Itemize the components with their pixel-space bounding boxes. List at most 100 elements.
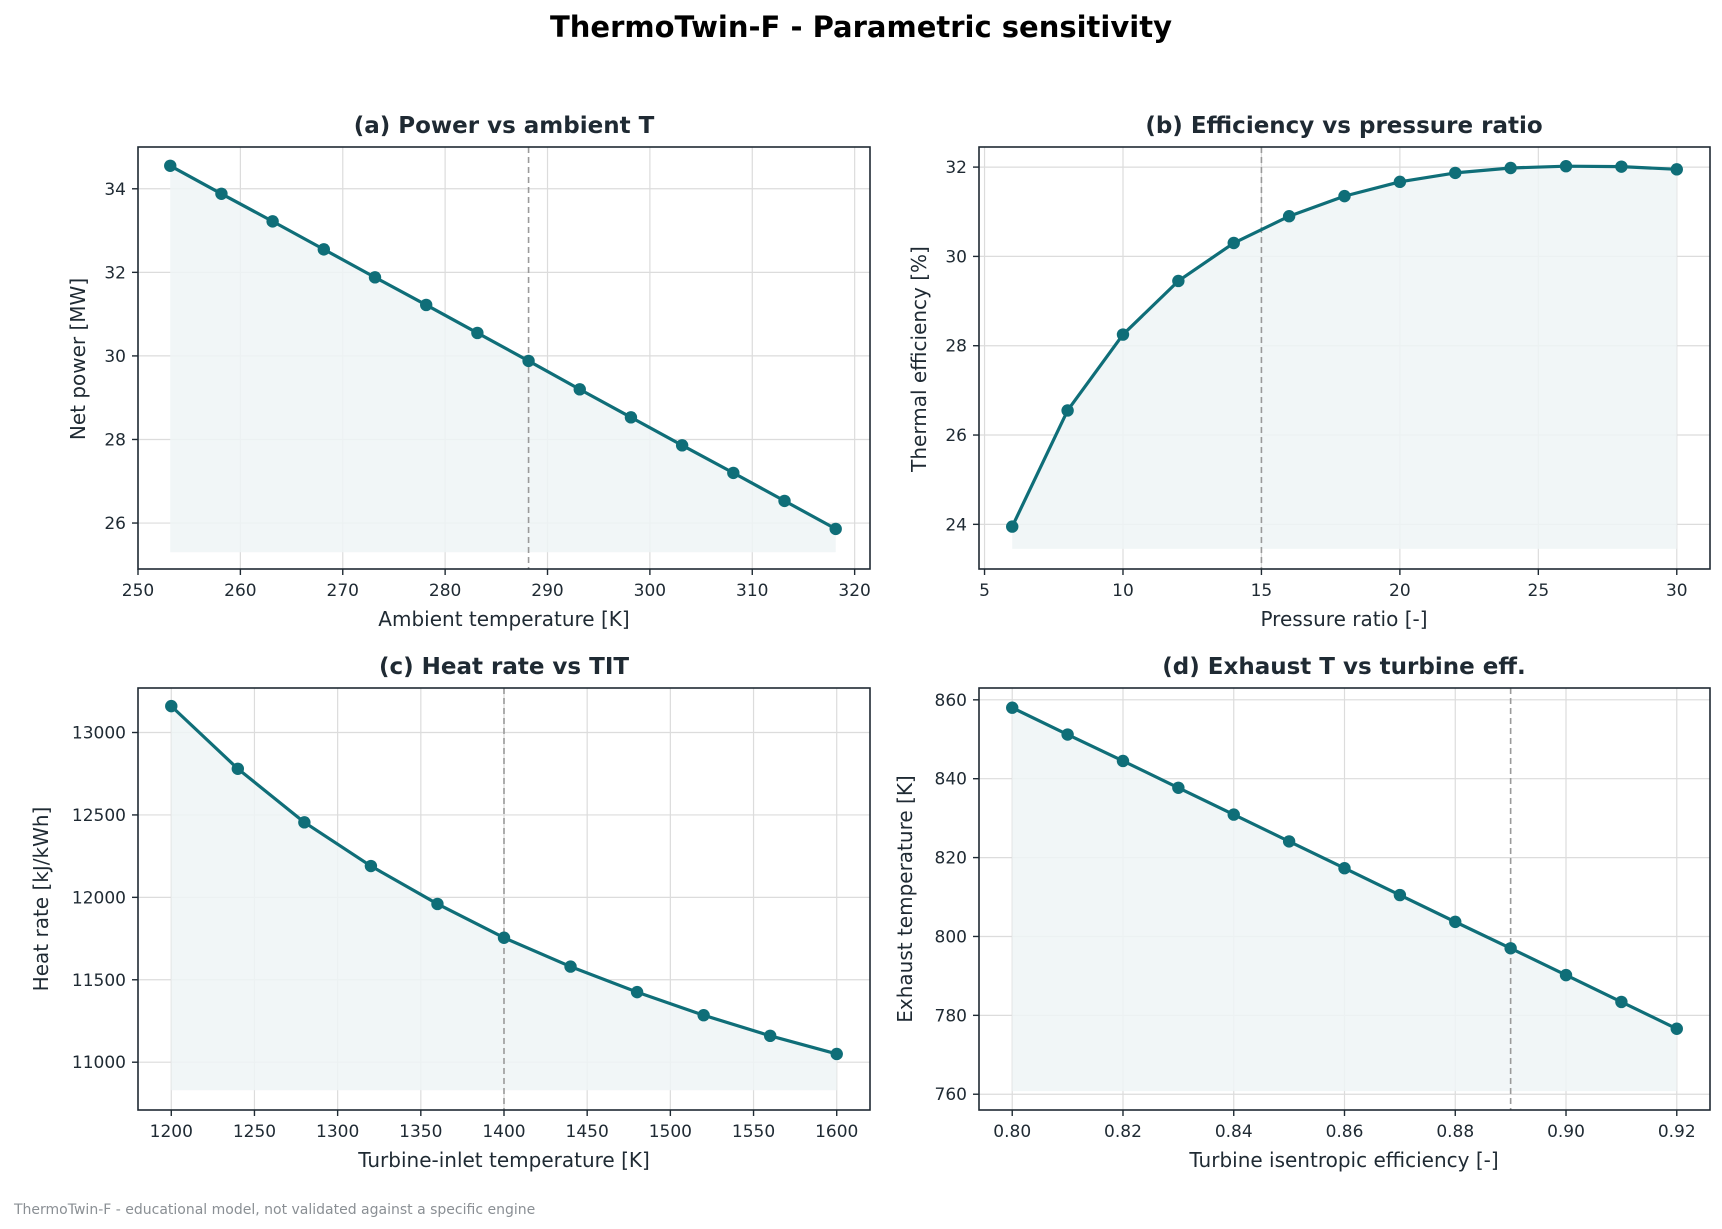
chart-a-point-1 xyxy=(215,187,228,200)
chart-d-xtick-label-1: 0.82 xyxy=(1104,1122,1142,1142)
chart-b-xtick-label-5: 30 xyxy=(1666,581,1688,601)
chart-a-point-0 xyxy=(164,159,177,173)
chart-a-series-line xyxy=(169,164,837,531)
chart-a-ytick-label-1: 28 xyxy=(104,430,126,450)
chart-c-xtick-label-5: 1450 xyxy=(566,1122,609,1142)
chart-b-xtick-label-3: 20 xyxy=(1389,581,1411,601)
chart-c-point-9 xyxy=(763,1029,777,1043)
chart-d-title: (d) Exhaust T vs turbine eff. xyxy=(1162,654,1525,680)
chart-b-point-4 xyxy=(1227,236,1240,250)
chart-a-point-4 xyxy=(368,271,382,284)
chart-c-ytick-label-4: 13000 xyxy=(72,724,126,744)
chart-c-point-3 xyxy=(364,859,378,873)
chart-b-ytick-label-3: 30 xyxy=(945,247,967,267)
footer-note: ThermoTwin-F - educational model, not va… xyxy=(13,1202,535,1218)
chart-b-point-6 xyxy=(1338,189,1351,203)
chart-c-xtick-label-0: 1200 xyxy=(150,1122,193,1142)
chart-d-xlabel: Turbine isentropic efficiency [-] xyxy=(1188,1148,1498,1172)
chart-a-xtick-label-0: 250 xyxy=(122,581,154,601)
chart-c-xtick-label-2: 1300 xyxy=(316,1122,359,1142)
chart-d-xtick-label-5: 0.90 xyxy=(1547,1122,1585,1142)
chart-a-xtick-label-1: 260 xyxy=(224,581,256,601)
chart-b-point-9 xyxy=(1504,161,1517,175)
chart-d-point-2 xyxy=(1116,754,1130,768)
chart-a-point-5 xyxy=(419,298,433,312)
chart-d-xtick-label-3: 0.86 xyxy=(1326,1122,1364,1142)
chart-c-xtick-label-8: 1600 xyxy=(815,1122,858,1142)
chart-d-point-4 xyxy=(1227,808,1240,821)
chart-b-ylabel: Thermal efficiency [%] xyxy=(907,246,931,473)
chart-d-point-12 xyxy=(1670,1022,1683,1035)
chart-c-point-7 xyxy=(630,985,644,999)
chart-a-ytick-label-2: 30 xyxy=(104,347,126,367)
chart-b-ytick-label-1: 26 xyxy=(945,426,967,446)
chart-b-xtick-label-0: 5 xyxy=(979,581,990,601)
chart-d-xtick-label-4: 0.88 xyxy=(1436,1122,1474,1142)
chart-d-point-5 xyxy=(1282,835,1296,848)
chart-d-point-1 xyxy=(1061,728,1074,741)
chart-d-point-10 xyxy=(1559,968,1573,982)
chart-c-point-6 xyxy=(564,960,577,973)
chart-b-point-8 xyxy=(1449,166,1462,180)
chart-d-point-7 xyxy=(1393,888,1407,902)
figure-title: ThermoTwin-F - Parametric sensitivity xyxy=(550,10,1172,44)
chart-b-xlabel: Pressure ratio [-] xyxy=(1260,607,1427,631)
chart-d-ylabel: Exhaust temperature [K] xyxy=(893,775,917,1023)
chart-b-frame xyxy=(978,146,1711,570)
chart-c-ytick-label-3: 12500 xyxy=(72,806,126,826)
chart-d-ytick-label-1: 780 xyxy=(935,1006,967,1026)
chart-c-point-2 xyxy=(298,816,311,829)
chart-c-ytick-label-2: 12000 xyxy=(72,888,126,908)
chart-c-ytick-label-1: 11500 xyxy=(72,971,126,991)
chart-b-area-fill xyxy=(1012,166,1677,549)
chart-a-xtick-label-3: 280 xyxy=(429,581,461,601)
chart-d-area-fill xyxy=(1012,707,1677,1092)
chart-d-point-6 xyxy=(1338,862,1351,875)
chart-b-ytick-label-2: 28 xyxy=(945,337,967,357)
chart-d-ytick-label-4: 840 xyxy=(935,770,967,790)
chart-a-ytick-label-0: 26 xyxy=(104,514,126,534)
chart-c-plot: 1200 1250 1300 1350 1400 1450 1500 1550 1600 1100… xyxy=(72,687,871,1142)
chart-c-point-8 xyxy=(697,1009,710,1022)
chart-b-point-1 xyxy=(1061,404,1074,417)
chart-a-xtick-label-5: 300 xyxy=(634,581,666,601)
chart-a-frame xyxy=(137,146,871,570)
chart-a-xtick-label-2: 270 xyxy=(327,581,359,601)
chart-b-xtick-label-1: 10 xyxy=(1112,581,1134,601)
chart-a: (a) Power vs ambient T Ambient temperatu… xyxy=(66,113,871,631)
chart-c-title: (c) Heat rate vs TIT xyxy=(379,654,629,680)
chart-d-xtick-label-2: 0.84 xyxy=(1215,1122,1253,1142)
chart-a-point-8 xyxy=(573,383,586,396)
chart-b-point-11 xyxy=(1615,160,1628,173)
chart-d-point-3 xyxy=(1172,781,1185,794)
chart-b-plot: 5 10 15 20 25 30 24 26 28 30 32 xyxy=(945,146,1711,601)
chart-c-point-5 xyxy=(497,931,511,944)
chart-d-point-8 xyxy=(1449,915,1462,929)
chart-b-point-2 xyxy=(1116,328,1130,341)
chart-a-plot: 250 260 270 280 290 300 310 320 26 28 30 32 34 xyxy=(104,146,871,601)
chart-a-title: (a) Power vs ambient T xyxy=(354,113,655,139)
chart-a-point-12 xyxy=(778,494,791,508)
chart-a-point-2 xyxy=(266,215,279,228)
chart-b-ytick-label-4: 32 xyxy=(945,158,967,178)
chart-d-point-9 xyxy=(1504,942,1517,955)
chart-a-point-13 xyxy=(829,522,842,536)
chart-a-xtick-label-7: 320 xyxy=(838,581,870,601)
chart-a-xtick-label-6: 310 xyxy=(736,581,768,601)
chart-b-point-12 xyxy=(1670,163,1683,176)
chart-c-point-10 xyxy=(830,1047,843,1061)
chart-b-point-7 xyxy=(1393,175,1407,189)
chart-c-xtick-label-7: 1550 xyxy=(732,1122,775,1142)
chart-d-ytick-label-5: 860 xyxy=(935,691,967,711)
chart-c-point-0 xyxy=(165,699,178,713)
chart-d-xtick-label-6: 0.92 xyxy=(1658,1122,1696,1142)
chart-d-ytick-label-3: 820 xyxy=(935,849,967,869)
chart-c: (c) Heat rate vs TIT Turbine-inlet tempe… xyxy=(29,654,871,1172)
chart-a-xlabel: Ambient temperature [K] xyxy=(378,607,629,631)
chart-c-xtick-label-1: 1250 xyxy=(233,1122,276,1142)
chart-d-point-0 xyxy=(1006,701,1019,714)
chart-b-ytick-label-0: 24 xyxy=(945,515,967,535)
chart-b-point-5 xyxy=(1282,210,1296,223)
chart-d-point-11 xyxy=(1615,995,1628,1009)
